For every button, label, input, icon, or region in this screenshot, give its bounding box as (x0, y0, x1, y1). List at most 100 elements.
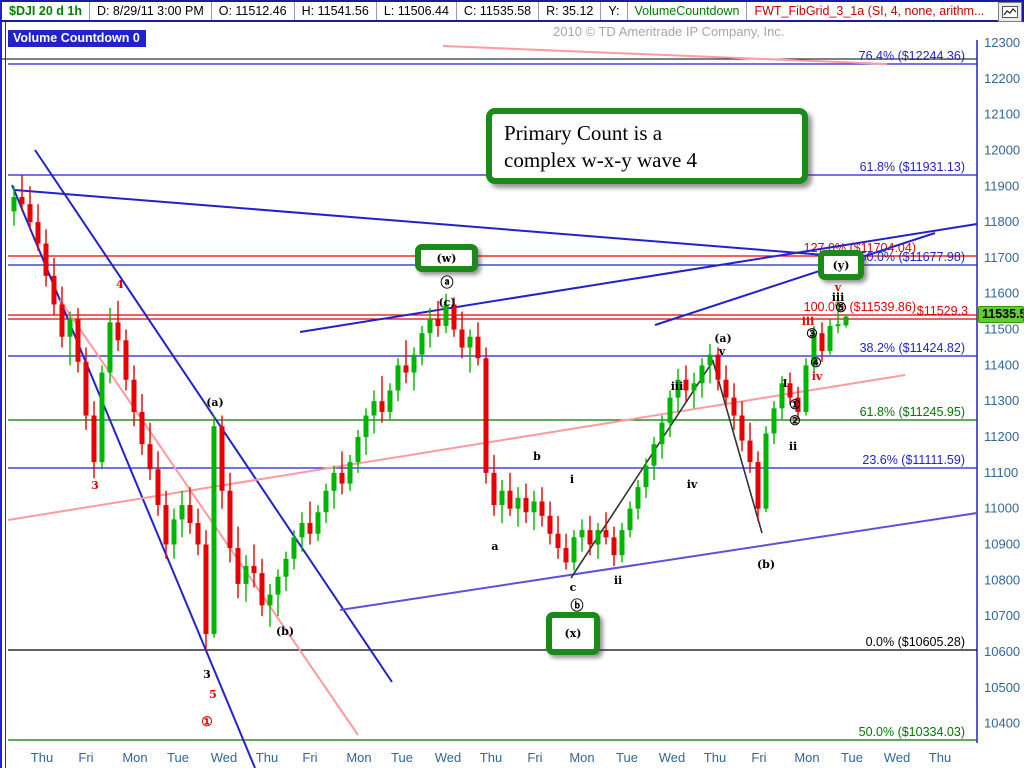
wave-label: (a) (206, 396, 224, 409)
chart-icon (1002, 6, 1018, 18)
candle-body (115, 322, 121, 341)
candle-body (123, 340, 129, 380)
wave-label: v (834, 281, 842, 294)
candle-body (779, 383, 785, 409)
annotation-line1: Primary Count is a (504, 121, 663, 145)
candle-body (51, 275, 57, 305)
annotation-box[interactable]: Primary Count is a complex w-x-y wave 4 (486, 108, 808, 184)
date-axis-label: Mon (346, 750, 371, 765)
candle-body (507, 490, 513, 509)
candle-body (811, 333, 817, 366)
wave-label: ii (614, 574, 622, 587)
trend-line (299, 223, 978, 333)
date-axis-label: Fri (751, 750, 766, 765)
candle-body (235, 548, 241, 584)
date-axis-label: Fri (78, 750, 93, 765)
date-axis-label: Tue (616, 750, 638, 765)
candle-body (387, 390, 393, 412)
date-axis-label: Thu (256, 750, 278, 765)
high-field: H: 11541.56 (295, 2, 377, 20)
candle-body (227, 490, 233, 549)
price-axis-label: 12100 (984, 107, 1020, 122)
chart-icon-button[interactable] (998, 2, 1022, 22)
candle-body (283, 558, 289, 577)
left-border-line-inner (5, 22, 6, 768)
date-axis-label: Fri (302, 750, 317, 765)
candle-body (787, 383, 793, 398)
annotation-line2: complex w-x-y wave 4 (504, 147, 698, 172)
candle-body (683, 379, 689, 391)
price-axis-label: 11800 (984, 214, 1019, 229)
wave-label: ii (789, 440, 797, 453)
candle-body (763, 433, 769, 509)
trend-line (442, 45, 888, 65)
wave-label: ④ (810, 356, 822, 371)
symbol-label: $DJI 20 d 1h (2, 2, 90, 20)
candle-body (219, 426, 225, 491)
fib-label: 61.8% ($11245.95) (860, 405, 965, 419)
candle-body (635, 487, 641, 509)
fib-label: 50.0% ($10334.03) (859, 725, 965, 739)
date-axis-label: Wed (659, 750, 686, 765)
wave-label: ① (201, 715, 213, 730)
candle-body (267, 594, 273, 606)
candle-body (691, 383, 697, 391)
wave-x-label: (x) (564, 627, 582, 640)
y-field: Y: (601, 2, 628, 20)
wave-label: (a) (714, 332, 732, 345)
candle-body (299, 522, 305, 538)
price-axis-label: 11400 (984, 357, 1019, 372)
candle-body (275, 576, 281, 595)
candle-body (427, 318, 433, 334)
candle-body (523, 497, 529, 513)
candle-body (259, 573, 265, 606)
candle-body (843, 316, 849, 326)
date-axis-label: Mon (794, 750, 819, 765)
candle-body (459, 329, 465, 348)
candle-body (627, 508, 633, 531)
wave-w-box[interactable]: (w) (415, 244, 478, 272)
candle-body (163, 505, 169, 545)
date-axis-label: Wed (211, 750, 238, 765)
wave-label: iii (802, 315, 815, 328)
wave-label: ⑤ (835, 301, 847, 316)
candle-body (187, 505, 193, 523)
study-fibgrid[interactable]: FWT_FibGrid_3_1a (SI, 4, none, arithm... (754, 4, 985, 18)
candle-body (827, 325, 833, 352)
candle-body (99, 372, 105, 463)
wave-label: 3 (203, 668, 211, 681)
candle-body (771, 408, 777, 434)
candle-body (619, 530, 625, 556)
price-axis-label: 10400 (984, 716, 1020, 731)
candle-body (803, 365, 809, 412)
candle-body (547, 515, 553, 534)
trend-line (339, 512, 978, 611)
candle-body (707, 354, 713, 366)
fib-label: 76.4% ($12244.36) (859, 49, 965, 63)
candle-body (43, 243, 49, 276)
watermark: 2010 © TD Ameritrade IP Company, Inc. (553, 24, 785, 39)
candle-body (611, 537, 617, 556)
candle-body (731, 397, 737, 416)
candle-body (747, 440, 753, 463)
candle-body (171, 519, 177, 545)
candle-body (475, 336, 481, 359)
wave-label: 4 (116, 278, 124, 291)
wave-label: v (718, 345, 726, 358)
candle-body (147, 444, 153, 470)
fib-label: 23.6% ($11111.59) (862, 453, 965, 467)
wave-x-box[interactable]: (x) (546, 612, 600, 655)
date-field: D: 8/29/11 3:00 PM (90, 2, 212, 20)
wave-label: (c) (438, 296, 455, 309)
wave-y-box[interactable]: (y) (818, 250, 864, 280)
indicator-label-volume-countdown[interactable]: Volume Countdown 0 (8, 30, 146, 47)
wave-label: ③ (806, 327, 818, 342)
candle-body (315, 512, 321, 534)
candle-body (443, 304, 449, 326)
fib-label: 50.0% ($11677.98) (860, 250, 965, 264)
price-axis-label: 12300 (984, 35, 1020, 50)
price-axis-label: 10700 (984, 608, 1020, 623)
study-volumecountdown[interactable]: VolumeCountdown (628, 2, 748, 20)
candle-body (307, 522, 313, 534)
